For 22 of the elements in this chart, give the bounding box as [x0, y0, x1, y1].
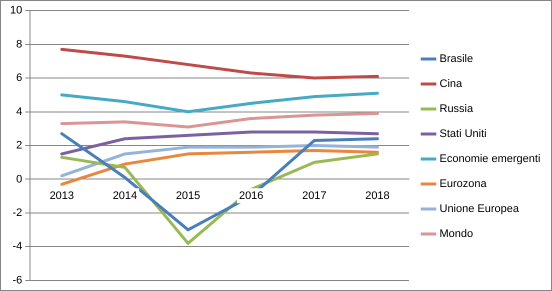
y-tick-label: 2 [16, 140, 22, 152]
legend-label: Stati Uniti [440, 128, 487, 140]
x-tick-label: 2018 [365, 190, 390, 202]
legend-label: Unione Europea [440, 203, 520, 216]
x-tick-label: 2017 [302, 190, 327, 202]
legend-label: Russia [440, 103, 474, 116]
y-tick-label: 6 [16, 72, 22, 84]
legend-label: Cina [440, 78, 464, 90]
legend-label: Economie emergenti [440, 153, 540, 166]
y-tick-label: -2 [12, 206, 22, 219]
x-tick-label: 2014 [112, 190, 138, 202]
legend-label: Mondo [440, 228, 474, 240]
y-tick-label: 0 [16, 173, 22, 186]
legend-label: Eurozona [440, 178, 488, 190]
x-tick-label: 2013 [50, 190, 74, 202]
y-tick-label: -4 [12, 240, 22, 253]
legend-label: Brasile [440, 53, 474, 66]
y-tick-label: -6 [12, 274, 22, 286]
y-tick-label: 8 [16, 38, 22, 50]
x-tick-label: 2015 [176, 190, 200, 202]
y-tick-label: 10 [10, 4, 22, 17]
y-tick-label: 4 [16, 106, 22, 118]
